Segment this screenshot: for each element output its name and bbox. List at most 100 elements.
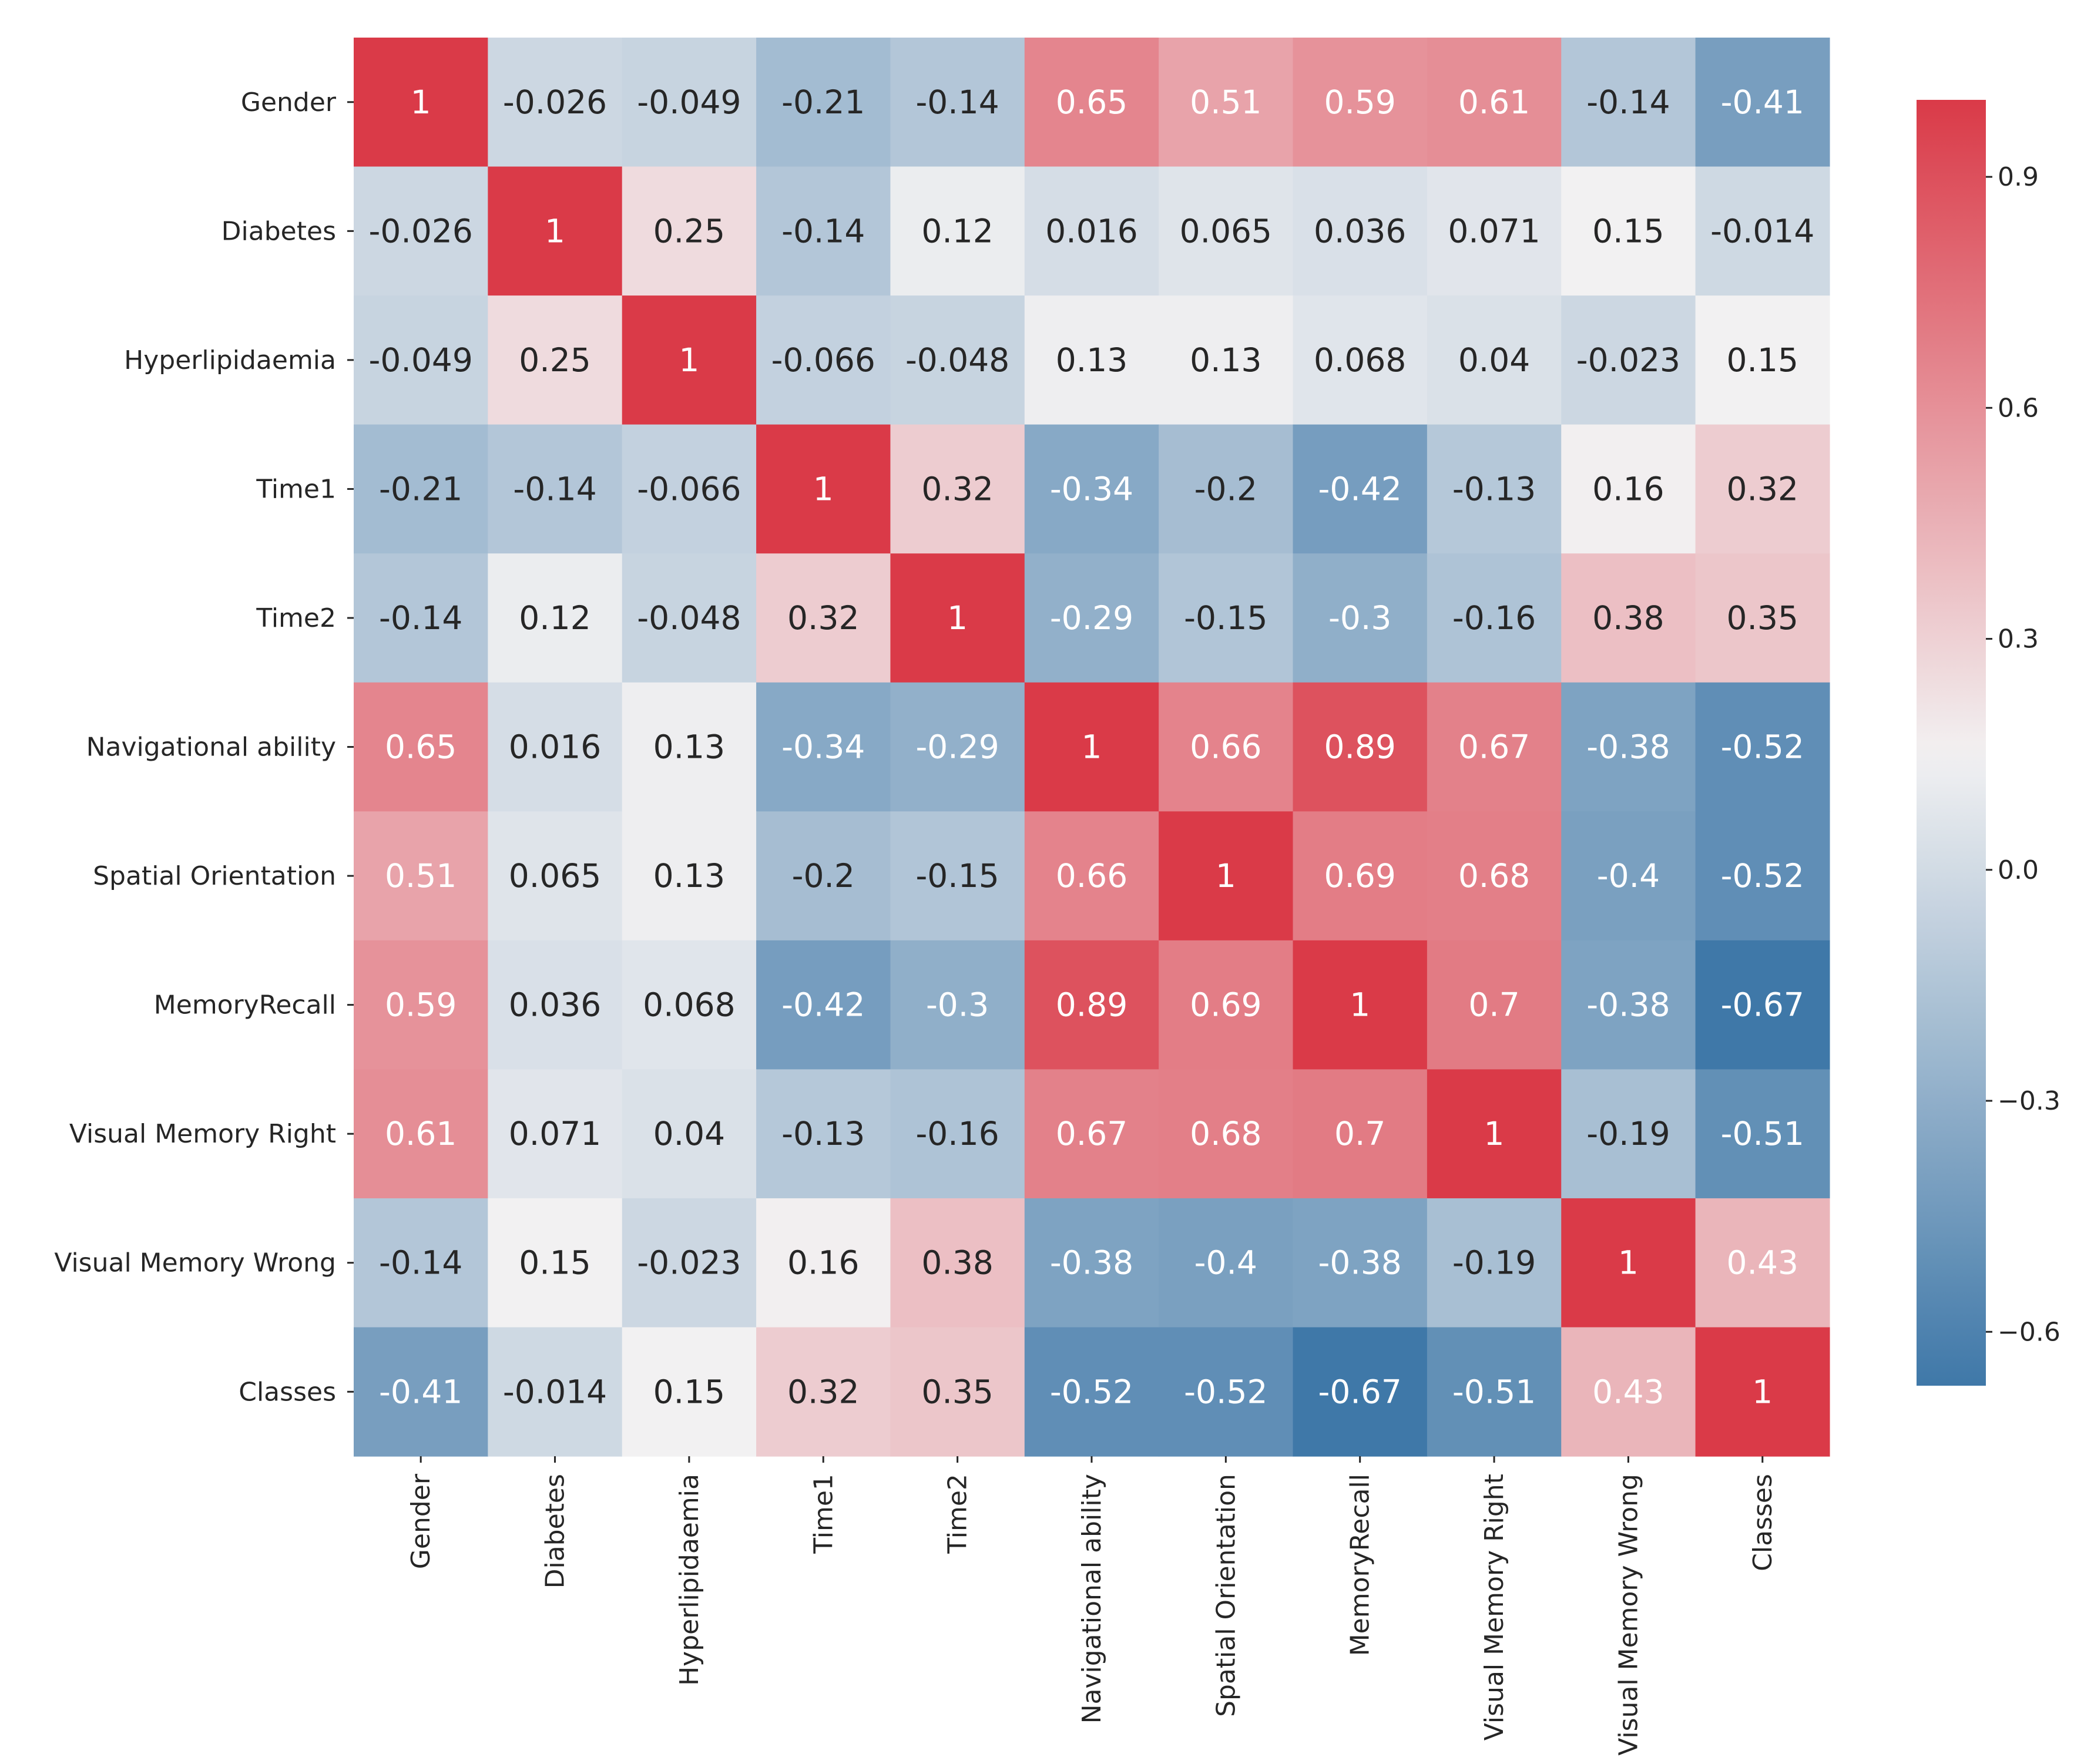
heatmap-cell-0-9 — [1561, 38, 1696, 167]
heatmap-cell-3-7 — [1293, 424, 1428, 554]
heatmap-cell-7-7 — [1293, 940, 1428, 1070]
heatmap-cell-4-5 — [1024, 553, 1159, 683]
colorbar-gradient — [1917, 100, 1986, 1386]
heatmap-cell-4-1 — [488, 553, 623, 683]
cell-annotation: -0.2 — [792, 857, 855, 895]
cell-annotation: -0.14 — [915, 83, 999, 121]
colorbar-tick-label: −0.3 — [1998, 1086, 2060, 1116]
heatmap-cell-8-4 — [890, 1069, 1025, 1199]
y-tick-label: Time2 — [256, 603, 336, 633]
heatmap-cell-10-6 — [1159, 1327, 1294, 1457]
cell-annotation: -0.049 — [369, 341, 473, 379]
heatmap-cell-9-9 — [1561, 1198, 1696, 1328]
heatmap-cell-5-6 — [1159, 682, 1294, 812]
x-tick-label: Spatial Orientation — [1211, 1474, 1241, 1717]
heatmap-cell-9-10 — [1695, 1198, 1830, 1328]
heatmap-cell-6-8 — [1427, 811, 1562, 941]
heatmap-cell-9-8 — [1427, 1198, 1562, 1328]
cell-annotation: 0.67 — [1458, 728, 1530, 766]
heatmap-cell-0-2 — [622, 38, 757, 167]
y-tick-label: Visual Memory Wrong — [54, 1248, 336, 1278]
cell-annotation: 0.65 — [385, 728, 457, 766]
cell-annotation: 0.036 — [1314, 212, 1406, 250]
x-tick-label: Time2 — [943, 1474, 973, 1554]
heatmap-cell-0-10 — [1695, 38, 1830, 167]
cell-annotation: -0.34 — [781, 728, 865, 766]
cell-annotation: -0.38 — [1318, 1244, 1402, 1282]
cell-annotation: -0.29 — [1050, 599, 1133, 637]
heatmap-cell-10-8 — [1427, 1327, 1562, 1457]
heatmap-cell-2-6 — [1159, 295, 1294, 425]
cell-annotation: 0.071 — [1448, 212, 1540, 250]
y-tick-label: Gender — [241, 88, 337, 117]
colorbar: 0.9 0.6 0.3 0.0 −0.3 −0.6 — [1917, 100, 2060, 1386]
heatmap-cell-3-8 — [1427, 424, 1562, 554]
heatmap-cell-2-8 — [1427, 295, 1562, 425]
heatmap-cell-9-3 — [756, 1198, 891, 1328]
y-tick-label: Navigational ability — [86, 733, 336, 762]
heatmap-cell-4-8 — [1427, 553, 1562, 683]
cell-annotation: -0.41 — [379, 1373, 462, 1410]
heatmap-cell-7-5 — [1024, 940, 1159, 1070]
heatmap-cell-1-10 — [1695, 166, 1830, 296]
x-tick-label: Visual Memory Wrong — [1613, 1474, 1643, 1756]
cell-annotation: -0.049 — [637, 83, 741, 121]
cell-annotation: 0.38 — [921, 1244, 993, 1282]
cell-annotation: -0.14 — [781, 212, 865, 250]
heatmap-cell-4-9 — [1561, 553, 1696, 683]
cell-annotation: 0.068 — [1314, 341, 1406, 379]
heatmap-cell-5-2 — [622, 682, 757, 812]
heatmap-cell-0-1 — [488, 38, 623, 167]
heatmap-annotations: 1 -0.026 -0.049 -0.21 -0.14 0.65 0.51 0.59 0.61-… — [369, 83, 1815, 1411]
colorbar-ticks: 0.9 0.6 0.3 0.0 −0.3 −0.6 — [1986, 162, 2060, 1347]
heatmap-cell-5-10 — [1695, 682, 1830, 812]
cell-annotation: 0.35 — [921, 1373, 993, 1410]
cell-annotation: 0.7 — [1334, 1115, 1385, 1153]
heatmap-cell-8-2 — [622, 1069, 757, 1199]
heatmap-cell-4-3 — [756, 553, 891, 683]
cell-annotation: 0.04 — [1458, 341, 1530, 379]
heatmap-cell-4-4 — [890, 553, 1025, 683]
heatmap-cell-10-7 — [1293, 1327, 1428, 1457]
cell-annotation: -0.023 — [1576, 341, 1680, 379]
cell-annotation: 1 — [679, 341, 699, 379]
heatmap-cell-0-0 — [354, 38, 488, 167]
cell-annotation: 0.51 — [1190, 83, 1261, 121]
cell-annotation: -0.15 — [915, 857, 999, 895]
cell-annotation: 0.065 — [509, 857, 601, 895]
heatmap-cell-2-10 — [1695, 295, 1830, 425]
heatmap-cell-3-5 — [1024, 424, 1159, 554]
cell-annotation: 0.12 — [921, 212, 993, 250]
heatmap-cell-1-1 — [488, 166, 623, 296]
heatmap-cell-4-2 — [622, 553, 757, 683]
heatmap-cell-0-6 — [1159, 38, 1294, 167]
cell-annotation: -0.13 — [781, 1115, 865, 1153]
cell-annotation: -0.42 — [781, 986, 865, 1024]
y-tick-label: Time1 — [256, 474, 336, 504]
cell-annotation: 0.89 — [1056, 986, 1127, 1024]
heatmap-cell-2-0 — [354, 295, 488, 425]
colorbar-tick-label: −0.6 — [1998, 1317, 2060, 1347]
cell-annotation: 1 — [1484, 1115, 1505, 1153]
heatmap-cell-8-10 — [1695, 1069, 1830, 1199]
heatmap-cell-3-3 — [756, 424, 891, 554]
cell-annotation: 1 — [1350, 986, 1370, 1024]
cell-annotation: 1 — [813, 470, 834, 508]
cell-annotation: -0.14 — [379, 1244, 462, 1282]
x-tick-label: Diabetes — [541, 1474, 570, 1588]
cell-annotation: 0.15 — [519, 1244, 590, 1282]
heatmap-cell-7-4 — [890, 940, 1025, 1070]
heatmap-cell-0-8 — [1427, 38, 1562, 167]
x-axis: Gender Diabetes Hyperlipidaemia Time1 Time2 N… — [406, 1456, 1778, 1756]
x-tick-label: Visual Memory Right — [1479, 1474, 1509, 1741]
heatmap-cell-1-7 — [1293, 166, 1428, 296]
heatmap-cell-6-3 — [756, 811, 891, 941]
heatmap-cell-2-1 — [488, 295, 623, 425]
heatmap-cell-6-2 — [622, 811, 757, 941]
heatmap-cell-10-1 — [488, 1327, 623, 1457]
cell-annotation: 0.15 — [1727, 341, 1798, 379]
heatmap-cell-5-1 — [488, 682, 623, 812]
cell-annotation: 0.15 — [653, 1373, 725, 1410]
heatmap-cell-5-5 — [1024, 682, 1159, 812]
cell-annotation: 0.68 — [1458, 857, 1530, 895]
